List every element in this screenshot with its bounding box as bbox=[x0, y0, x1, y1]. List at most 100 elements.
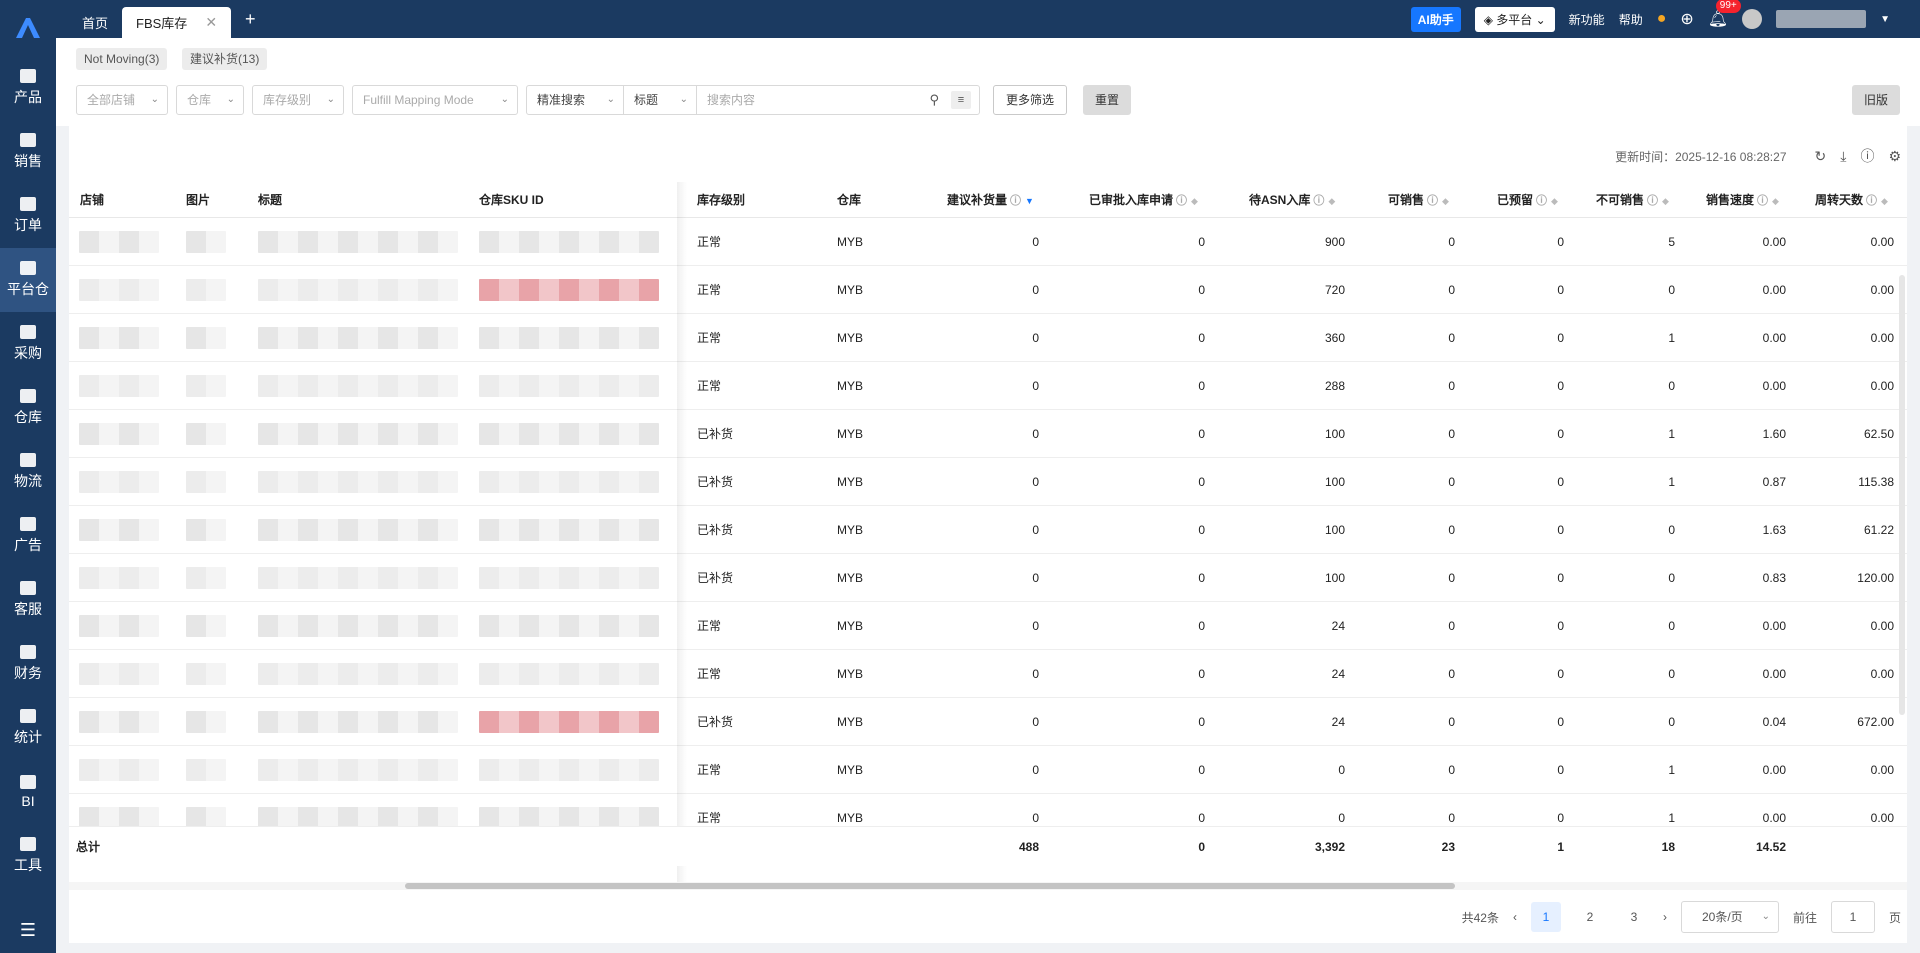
table-row[interactable]: 已补货 MYB 0 0 100 0 0 0 0.83 120.00 bbox=[69, 554, 1907, 602]
search-mode-select[interactable]: 精准搜索 ⌄ bbox=[526, 85, 624, 115]
redacted-cell bbox=[479, 471, 659, 493]
col-unsellable[interactable]: 不可销售 ⓘ ◆ bbox=[1596, 182, 1669, 218]
sidebar-item-8[interactable]: 客服 bbox=[0, 568, 56, 632]
cell-asn: 100 bbox=[1324, 571, 1345, 585]
sidebar-item-11[interactable]: BI bbox=[0, 760, 56, 824]
platform-switch-button[interactable]: ◈ 多平台 ⌄ bbox=[1474, 6, 1555, 32]
cell-wh: MYB bbox=[837, 235, 864, 249]
sidebar-item-4[interactable]: 采购 bbox=[0, 312, 56, 376]
prev-page-icon[interactable]: ‹ bbox=[1512, 910, 1517, 924]
download-icon[interactable]: ⊕ bbox=[1680, 11, 1694, 28]
vertical-scrollbar[interactable] bbox=[1899, 275, 1905, 715]
info-icon[interactable]: ⓘ bbox=[1757, 195, 1769, 207]
column-settings-icon[interactable]: ⚙ bbox=[1888, 147, 1901, 164]
sidebar-item-10[interactable]: 统计 bbox=[0, 696, 56, 760]
horizontal-scrollbar[interactable] bbox=[69, 882, 1907, 890]
table-row[interactable]: 正常 MYB 0 0 0 0 0 1 0.00 0.00 bbox=[69, 746, 1907, 794]
inventory-level-select[interactable]: 库存级别 ⌄ bbox=[252, 85, 344, 115]
collapse-menu-icon[interactable]: ☰ bbox=[19, 920, 37, 940]
table-row[interactable]: 已补货 MYB 0 0 24 0 0 0 0.04 672.00 bbox=[69, 698, 1907, 746]
chevron-down-icon[interactable]: ▼ bbox=[1880, 13, 1890, 25]
sort-icon[interactable]: ◆ bbox=[1551, 196, 1558, 206]
info-icon[interactable]: ⓘ bbox=[1313, 195, 1325, 207]
search-icon[interactable]: ⚲ bbox=[929, 92, 939, 107]
sidebar-item-5[interactable]: 仓库 bbox=[0, 376, 56, 440]
support-agent-icon[interactable]: ● bbox=[1656, 10, 1667, 27]
sidebar-item-label: 采购 bbox=[14, 345, 42, 361]
info-icon[interactable]: ⓘ bbox=[1176, 195, 1188, 207]
next-page-icon[interactable]: › bbox=[1662, 910, 1667, 924]
table-row[interactable]: 正常 MYB 0 0 24 0 0 0 0.00 0.00 bbox=[69, 650, 1907, 698]
old-version-button[interactable]: 旧版 bbox=[1852, 85, 1900, 115]
quick-tag-not-moving[interactable]: Not Moving(3) bbox=[76, 48, 168, 70]
col-suggest[interactable]: 建议补货量 ⓘ ▼ bbox=[947, 182, 1034, 218]
col-sellable[interactable]: 可销售 ⓘ ◆ bbox=[1388, 182, 1449, 218]
table-row[interactable]: 正常 MYB 0 0 900 0 0 5 0.00 0.00 bbox=[69, 218, 1907, 266]
info-icon[interactable]: ⓘ bbox=[1866, 195, 1878, 207]
goto-page-input[interactable]: 1 bbox=[1830, 901, 1875, 933]
table-row[interactable]: 已补货 MYB 0 0 100 0 0 1 1.60 62.50 bbox=[69, 410, 1907, 458]
bell-icon[interactable]: 🔔︎ 99+ bbox=[1708, 0, 1741, 29]
tab-fbs-inventory[interactable]: FBS库存 ✕ bbox=[122, 7, 232, 38]
search-field-select[interactable]: 标题 ⌄ bbox=[623, 85, 697, 115]
ai-assistant-button[interactable]: AI助手 bbox=[1410, 6, 1461, 32]
sidebar-item-3[interactable]: 平台仓 bbox=[0, 248, 56, 312]
table-row[interactable]: 正常 MYB 0 0 0 0 0 1 0.00 0.00 bbox=[69, 794, 1907, 842]
table-row[interactable]: 正常 MYB 0 0 24 0 0 0 0.00 0.00 bbox=[69, 602, 1907, 650]
table-row[interactable]: 已补货 MYB 0 0 100 0 0 1 0.87 115.38 bbox=[69, 458, 1907, 506]
sort-icon[interactable]: ◆ bbox=[1442, 196, 1449, 206]
sort-icon[interactable]: ▼ bbox=[1025, 196, 1034, 206]
sidebar-item-0[interactable]: 产品 bbox=[0, 56, 56, 120]
export-icon[interactable]: ⤓ bbox=[1840, 147, 1847, 164]
sort-icon[interactable]: ◆ bbox=[1772, 196, 1779, 206]
add-tab-icon[interactable]: + bbox=[245, 8, 256, 29]
sidebar-item-2[interactable]: 订单 bbox=[0, 184, 56, 248]
sidebar-item-7[interactable]: 广告 bbox=[0, 504, 56, 568]
page-size-select[interactable]: 20条/页 ⌄ bbox=[1680, 901, 1779, 933]
table-row[interactable]: 正常 MYB 0 0 360 0 0 1 0.00 0.00 bbox=[69, 314, 1907, 362]
col-speed[interactable]: 销售速度 ⓘ ◆ bbox=[1706, 182, 1779, 218]
search-input[interactable]: 搜索内容 ⚲ ≡ bbox=[696, 85, 980, 115]
warehouse-icon bbox=[20, 261, 36, 275]
col-reserved[interactable]: 已预留 ⓘ ◆ bbox=[1497, 182, 1558, 218]
close-icon[interactable]: ✕ bbox=[205, 14, 218, 30]
table-row[interactable]: 已补货 MYB 0 0 100 0 0 0 1.63 61.22 bbox=[69, 506, 1907, 554]
help-link[interactable]: 帮助 bbox=[1618, 12, 1643, 27]
batch-search-icon[interactable]: ≡ bbox=[951, 91, 971, 109]
store-select[interactable]: 全部店铺 ⌄ bbox=[76, 85, 168, 115]
sidebar-item-12[interactable]: 工具 bbox=[0, 824, 56, 888]
info-icon[interactable]: ⓘ bbox=[1536, 195, 1548, 207]
page-3[interactable]: 3 bbox=[1630, 910, 1638, 924]
refresh-icon[interactable]: ↻ bbox=[1814, 147, 1827, 164]
reset-button[interactable]: 重置 bbox=[1083, 85, 1131, 115]
tab-home[interactable]: 首页 bbox=[68, 7, 122, 38]
warehouse-select[interactable]: 仓库 ⌄ bbox=[176, 85, 244, 115]
col-turnover[interactable]: 周转天数 ⓘ ◆ bbox=[1815, 182, 1888, 218]
info-icon[interactable]: ⓘ bbox=[1427, 195, 1439, 207]
fulfill-mapping-select[interactable]: Fulfill Mapping Mode ⌄ bbox=[352, 85, 518, 115]
sidebar-item-9[interactable]: 财务 bbox=[0, 632, 56, 696]
scroll-thumb[interactable] bbox=[405, 883, 1455, 889]
new-feature-link[interactable]: 新功能 bbox=[1568, 12, 1605, 27]
sort-icon[interactable]: ◆ bbox=[1191, 196, 1198, 206]
table-row[interactable]: 正常 MYB 0 0 720 0 0 0 0.00 0.00 bbox=[69, 266, 1907, 314]
sort-icon[interactable]: ◆ bbox=[1662, 196, 1669, 206]
table-row[interactable]: 正常 MYB 0 0 288 0 0 0 0.00 0.00 bbox=[69, 362, 1907, 410]
sidebar-item-1[interactable]: 销售 bbox=[0, 120, 56, 184]
col-approved[interactable]: 已审批入库申请 ⓘ ◆ bbox=[1089, 182, 1198, 218]
col-asn[interactable]: 待ASN入库 ⓘ ◆ bbox=[1249, 182, 1335, 218]
info-icon[interactable]: ⓘ bbox=[1010, 195, 1022, 207]
help-icon[interactable]: ⓘ bbox=[1860, 148, 1875, 164]
sidebar-item-6[interactable]: 物流 bbox=[0, 440, 56, 504]
page-1[interactable]: 1 bbox=[1530, 902, 1561, 932]
page-2[interactable]: 2 bbox=[1586, 910, 1594, 924]
user-name-redacted[interactable] bbox=[1776, 10, 1867, 28]
sort-icon[interactable]: ◆ bbox=[1328, 196, 1336, 206]
quick-tag-suggest-restock[interactable]: 建议补货(13) bbox=[182, 48, 268, 70]
more-filters-button[interactable]: 更多筛选 bbox=[993, 85, 1067, 115]
info-icon[interactable]: ⓘ bbox=[1647, 195, 1659, 207]
app-logo[interactable] bbox=[0, 0, 56, 56]
cell-unsellable: 0 bbox=[1668, 715, 1675, 729]
avatar[interactable] bbox=[1742, 9, 1763, 29]
sort-icon[interactable]: ◆ bbox=[1881, 196, 1888, 206]
